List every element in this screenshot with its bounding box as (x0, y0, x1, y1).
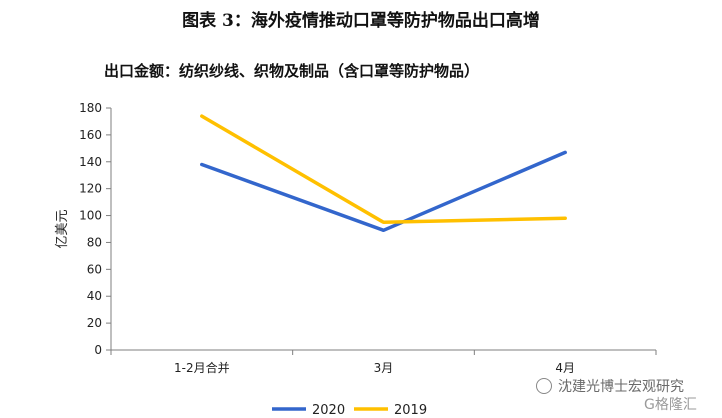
legend-label-2020: 2020 (312, 403, 345, 418)
y-tick-label: 180 (79, 101, 102, 115)
x-tick-label: 4月 (555, 361, 575, 375)
y-tick-label: 0 (94, 343, 102, 357)
y-tick-label: 20 (87, 316, 102, 330)
legend-label-2019: 2019 (394, 403, 427, 418)
gelonghui-logo: G格隆汇 (644, 397, 697, 413)
x-tick-label: 1-2月合并 (174, 360, 230, 375)
chart-subtitle: 出口金额：纺织纱线、织物及制品（含口罩等防护物品） (104, 62, 480, 80)
chart-series (200, 114, 567, 233)
y-tick-label: 60 (87, 262, 102, 276)
y-tick-label: 140 (79, 155, 102, 169)
y-tick-label: 120 (79, 182, 102, 196)
y-tick-label: 100 (79, 209, 102, 223)
y-axis-title: 亿美元 (55, 209, 70, 248)
y-tick-label: 160 (79, 128, 102, 142)
x-tick-label: 3月 (374, 361, 394, 375)
series-line-2020 (200, 150, 567, 233)
chart-title: 图表 3：海外疫情推动口罩等防护物品出口高增 (182, 11, 540, 31)
y-tick-label: 40 (87, 289, 102, 303)
chart-legend: 2020 2019 (272, 403, 427, 418)
wechat-icon (536, 378, 552, 394)
y-tick-label: 80 (87, 235, 102, 249)
series-line-2019 (200, 114, 567, 225)
watermark: 沈建光博士宏观研究 (536, 376, 684, 396)
chart-axes: 0 20 40 60 80 100 120 140 160 180 1-2月合并 3月 4月 亿美元 (55, 101, 657, 375)
watermark-text: 沈建光博士宏观研究 (558, 379, 684, 395)
